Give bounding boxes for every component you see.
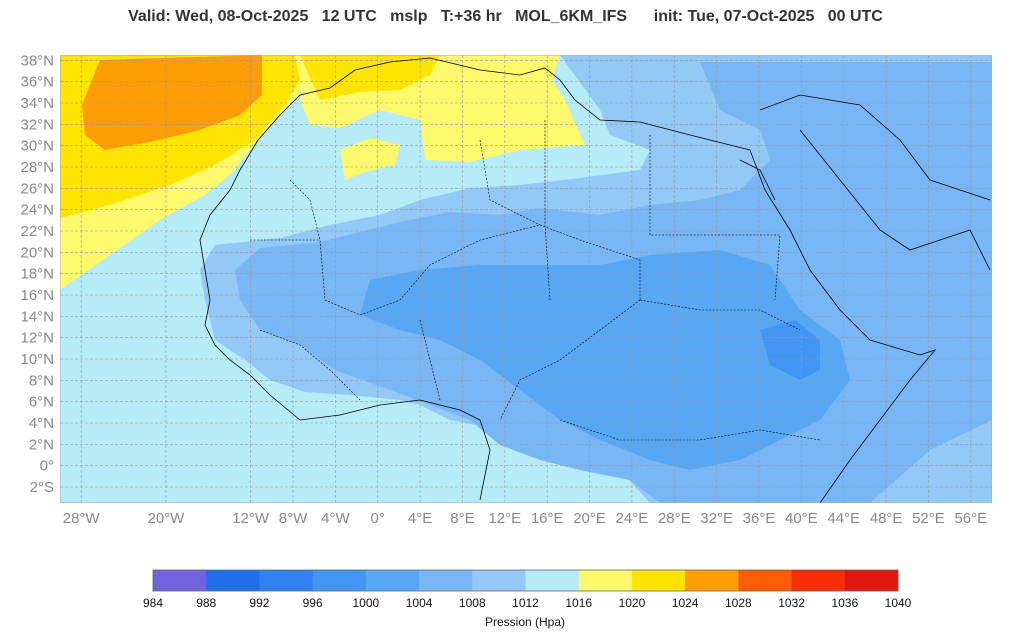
colorbar-swatch [631, 570, 686, 591]
lon-label: 16°E [531, 510, 564, 527]
colorbar-level-label: 992 [249, 596, 269, 610]
longitude-labels: 28°W 20°W 12°W 8°W 4°W 0° 4°E 8°E 12°E 16°E 20°E 24… [63, 510, 987, 527]
lon-label: 20°E [573, 510, 606, 527]
lat-label: 2°N [29, 436, 54, 453]
latitude-labels: 38°N 36°N 34°N 32°N 30°N 28°N 26°N 24°N 22°N 20°N… [20, 52, 54, 496]
colorbar-level-label: 1036 [831, 596, 858, 610]
lat-label: 28°N [20, 159, 54, 176]
lat-label: 14°N [20, 308, 54, 325]
colorbar-level-label: 1012 [512, 596, 539, 610]
lat-label: 10°N [20, 351, 54, 368]
lat-label: 24°N [20, 202, 54, 219]
graticule [60, 55, 992, 503]
colorbar-swatch [153, 570, 207, 591]
colorbar-level-label: 1000 [353, 596, 380, 610]
lon-label: 28°W [63, 510, 101, 527]
colorbar-title: Pression (Hpa) [485, 615, 565, 629]
lat-label: 2°S [30, 479, 54, 496]
colorbar-level-label: 1024 [672, 596, 699, 610]
lat-label: 20°N [20, 244, 54, 261]
colorbar-level-label: 1004 [406, 596, 433, 610]
lon-label: 20°W [147, 510, 185, 527]
lon-label: 8°W [279, 510, 308, 527]
lon-label: 32°E [700, 510, 733, 527]
colorbar-swatch [578, 570, 633, 591]
colorbar-level-label: 1040 [885, 596, 912, 610]
colorbar-swatch [259, 570, 314, 591]
map-plot-area [60, 55, 992, 503]
lon-label: 56°E [954, 510, 987, 527]
lat-label: 16°N [20, 287, 54, 304]
pressure-zone-1016-sahara [340, 138, 400, 180]
colorbar-level-label: 1028 [725, 596, 752, 610]
colorbar-level-label: 1008 [459, 596, 486, 610]
coastline [199, 57, 991, 503]
colorbar-level-label: 1016 [565, 596, 592, 610]
lat-label: 22°N [20, 223, 54, 240]
lon-label: 36°E [743, 510, 776, 527]
lon-label: 24°E [616, 510, 649, 527]
lat-label: 8°N [29, 372, 54, 389]
lon-label: 0° [371, 510, 385, 527]
colorbar-swatch [685, 570, 739, 591]
lat-label: 36°N [20, 74, 54, 91]
lon-label: 28°E [658, 510, 691, 527]
lon-label: 4°E [408, 510, 432, 527]
colorbar-level-label: 984 [143, 596, 163, 610]
colorbar-level-label: 1020 [619, 596, 646, 610]
lon-label: 48°E [870, 510, 903, 527]
colorbar-swatch [419, 570, 473, 591]
country-borders [250, 120, 821, 441]
lat-label: 26°N [20, 180, 54, 197]
colorbar-swatch [472, 570, 526, 591]
lat-label: 12°N [20, 330, 54, 347]
colorbar-labels: 984 988 992 996 1000 1004 1008 1012 1016 1020 1024… [143, 596, 912, 610]
lon-label: 12°E [488, 510, 521, 527]
pressure-zone-1020-north [300, 55, 440, 100]
colorbar-swatch [206, 570, 260, 591]
pressure-zone-1004 [360, 250, 850, 470]
lat-label: 32°N [20, 116, 54, 133]
colorbar-swatch [365, 570, 420, 591]
lat-label: 6°N [29, 394, 54, 411]
lat-label: 0° [40, 458, 54, 475]
lon-label: 12°W [232, 510, 270, 527]
pressure-zone-1000 [760, 320, 820, 380]
lat-label: 38°N [20, 52, 54, 69]
colorbar-level-label: 988 [196, 596, 216, 610]
colorbar-frame [152, 569, 899, 592]
lon-label: 52°E [912, 510, 945, 527]
colorbar-level-label: 1032 [778, 596, 805, 610]
colorbar-swatch [791, 570, 846, 591]
lat-label: 30°N [20, 138, 54, 155]
pressure-zone-1024 [82, 55, 262, 150]
map-title: Valid: Wed, 08-Oct-2025 12 UTC mslp T:+3… [128, 8, 883, 25]
colorbar-level-label: 996 [303, 596, 323, 610]
lat-label: 18°N [20, 266, 54, 283]
colorbar-swatch [738, 570, 793, 591]
lat-label: 4°N [29, 415, 54, 432]
lon-label: 4°W [321, 510, 350, 527]
colorbar-swatch [844, 570, 899, 591]
lon-label: 40°E [785, 510, 818, 527]
lon-label: 44°E [827, 510, 860, 527]
colorbar-swatch [525, 570, 580, 591]
lat-label: 34°N [20, 95, 54, 112]
colorbar-swatch [312, 570, 367, 591]
lon-label: 8°E [450, 510, 474, 527]
colorbar-swatches [152, 569, 899, 592]
